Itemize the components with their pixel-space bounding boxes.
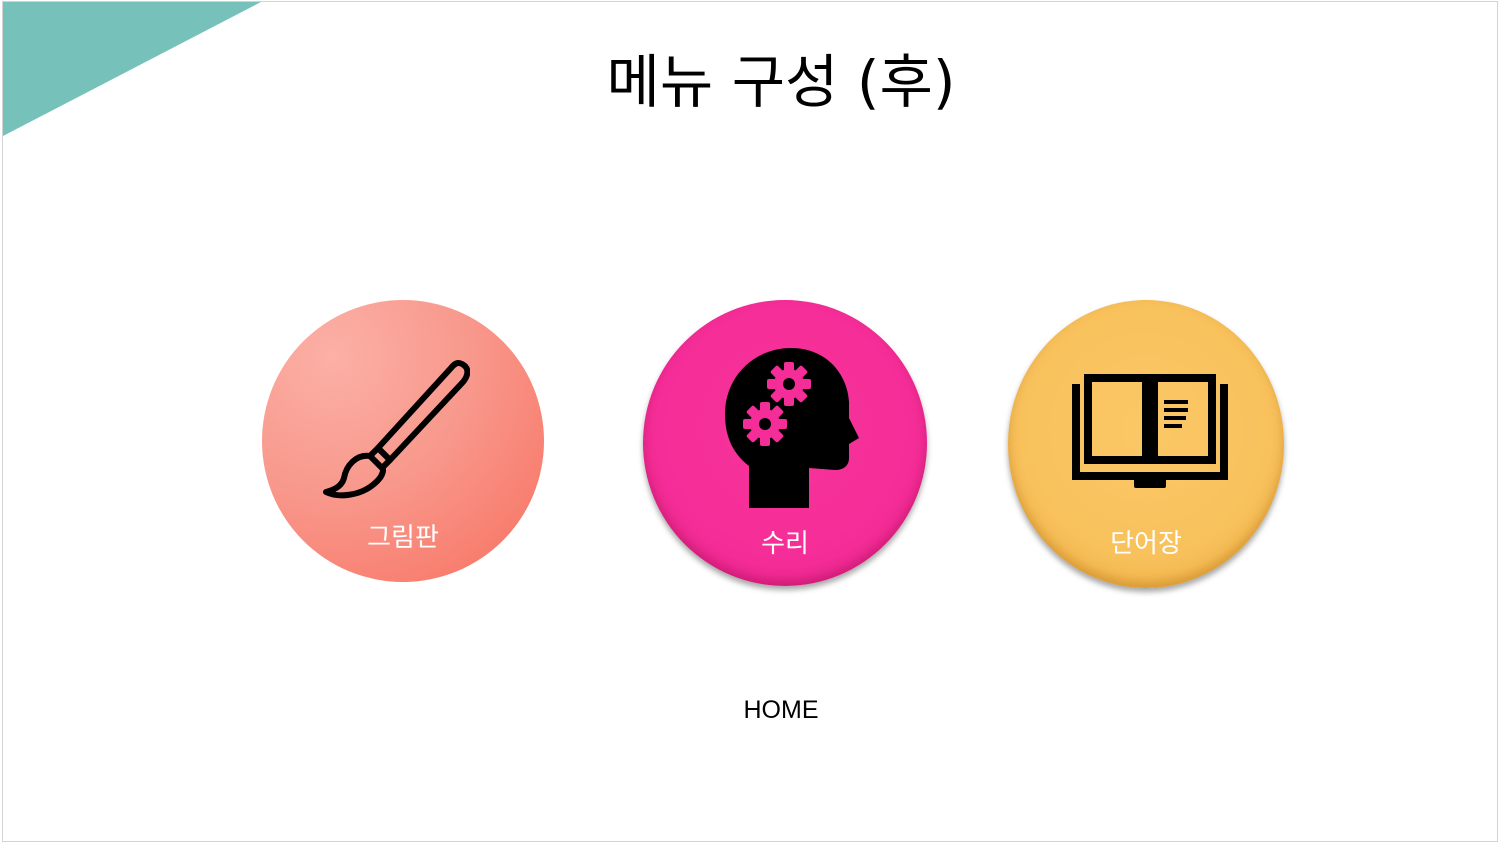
- menu-item-label: 수리: [761, 529, 809, 559]
- open-book-icon: [1072, 374, 1228, 488]
- corner-decoration: [3, 2, 261, 136]
- menu-item-drawing[interactable]: 그림판: [262, 300, 544, 582]
- menu-item-math[interactable]: 수리: [643, 300, 927, 586]
- paintbrush-icon: [323, 360, 470, 499]
- menu-item-label: 그림판: [367, 523, 439, 553]
- slide-title: 메뉴 구성 (후): [606, 48, 956, 116]
- head-gears-icon: [725, 348, 859, 508]
- menu-item-label: 단어장: [1110, 529, 1182, 559]
- menu-item-vocabulary[interactable]: 단어장: [1008, 300, 1284, 588]
- home-link[interactable]: HOME: [743, 696, 819, 724]
